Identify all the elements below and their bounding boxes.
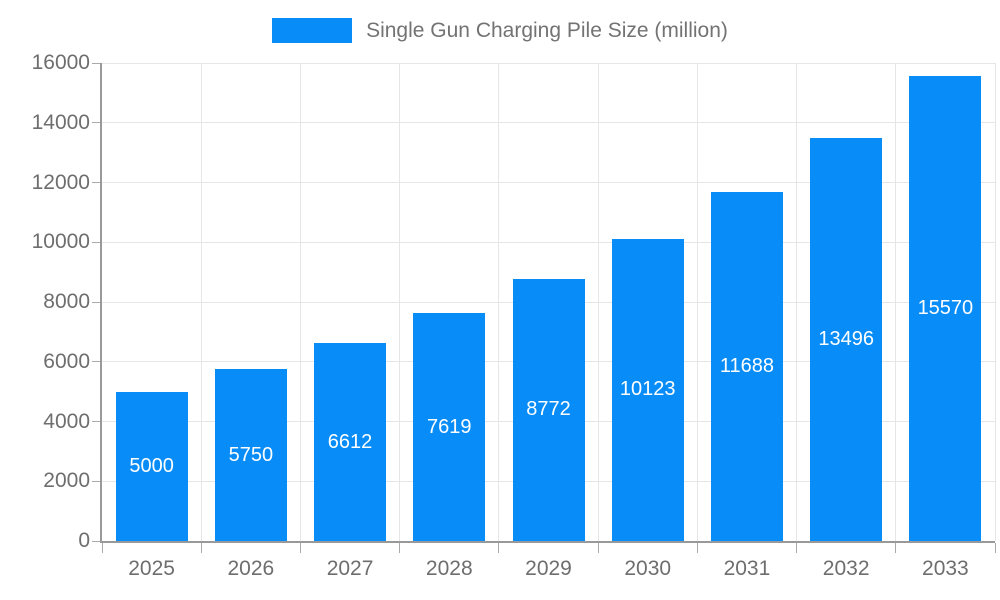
gridline-horizontal xyxy=(102,241,995,243)
legend[interactable]: Single Gun Charging Pile Size (million) xyxy=(0,18,1000,43)
gridline-vertical xyxy=(597,63,599,541)
bar[interactable]: 8772 xyxy=(512,278,585,541)
y-axis-tick xyxy=(92,122,100,124)
gridline-horizontal xyxy=(102,62,995,64)
x-axis-tick-label: 2027 xyxy=(326,557,374,580)
x-axis-tick-label: 2031 xyxy=(723,557,771,580)
y-axis-tick xyxy=(92,301,100,303)
gridline-vertical xyxy=(696,63,698,541)
x-axis-tick-label: 2032 xyxy=(822,557,870,580)
bar[interactable]: 5750 xyxy=(214,369,287,541)
gridline-vertical xyxy=(796,63,798,541)
gridline-vertical xyxy=(994,63,996,541)
x-axis-tick-label: 2033 xyxy=(922,557,969,580)
y-axis-tick xyxy=(92,361,100,363)
legend-label: Single Gun Charging Pile Size (million) xyxy=(366,19,728,42)
x-axis-tick xyxy=(796,543,798,553)
x-axis-tick xyxy=(399,543,401,553)
bar-value-label: 11688 xyxy=(719,354,774,377)
y-axis-tick xyxy=(92,62,100,64)
bar-value-label: 6612 xyxy=(327,430,373,453)
x-axis-tick-label: 2025 xyxy=(128,557,175,580)
bar[interactable]: 15570 xyxy=(909,75,982,541)
x-axis-tick xyxy=(200,543,202,553)
bar[interactable]: 5000 xyxy=(115,391,188,541)
x-axis-tick xyxy=(101,543,103,553)
gridline-vertical xyxy=(399,63,401,541)
y-axis-tick-label: 16000 xyxy=(31,51,90,74)
y-axis-tick-label: 12000 xyxy=(31,170,90,194)
y-axis-tick xyxy=(92,241,100,243)
x-axis-tick xyxy=(696,543,698,553)
gridline-vertical xyxy=(200,63,202,541)
bar[interactable]: 7619 xyxy=(413,313,486,541)
plot-area: 0 2000 4000 6000 8000 10000 12000 14000 16000 500… xyxy=(32,51,996,580)
bar[interactable]: 10123 xyxy=(611,238,684,541)
x-axis-tick xyxy=(994,543,996,553)
y-axis-tick xyxy=(92,480,100,482)
y-axis-tick-label: 0 xyxy=(78,529,90,552)
gridline-vertical xyxy=(299,63,301,541)
x-axis-tick-label: 2026 xyxy=(227,557,275,580)
bar[interactable]: 13496 xyxy=(810,137,883,541)
y-axis-tick-label: 4000 xyxy=(43,409,90,433)
bar-value-label: 15570 xyxy=(917,296,974,319)
legend-swatch[interactable] xyxy=(272,18,353,43)
bar-value-label: 10123 xyxy=(619,378,676,401)
bar-value-label: 5000 xyxy=(129,454,174,477)
y-axis-tick xyxy=(92,182,100,183)
gridline-vertical xyxy=(895,63,897,541)
gridline-horizontal xyxy=(102,182,995,183)
x-axis-tick-label: 2030 xyxy=(624,557,672,580)
x-axis-tick-label: 2028 xyxy=(425,557,473,580)
y-axis-tick-label: 10000 xyxy=(31,230,90,254)
y-axis-tick xyxy=(92,540,100,542)
bar-value-label: 8772 xyxy=(526,398,571,421)
y-axis-tick-label: 6000 xyxy=(43,349,90,373)
gridline-horizontal xyxy=(102,122,995,124)
bar[interactable]: 11688 xyxy=(710,191,783,541)
y-axis-tick xyxy=(92,421,100,422)
y-axis-tick-label: 8000 xyxy=(43,290,90,313)
x-axis-tick xyxy=(299,543,301,553)
bar-value-label: 7619 xyxy=(427,415,472,438)
bar-value-label: 13496 xyxy=(818,327,874,350)
y-axis-tick-label: 2000 xyxy=(43,469,90,493)
x-axis-tick-label: 2029 xyxy=(525,557,572,580)
bar[interactable]: 6612 xyxy=(314,343,387,541)
bar-value-label: 5750 xyxy=(228,443,274,466)
x-axis-tick xyxy=(498,543,500,553)
gridline-vertical xyxy=(498,63,500,541)
x-axis-tick xyxy=(895,543,897,553)
y-axis-tick-label: 14000 xyxy=(31,110,90,134)
x-axis-tick xyxy=(597,543,599,553)
